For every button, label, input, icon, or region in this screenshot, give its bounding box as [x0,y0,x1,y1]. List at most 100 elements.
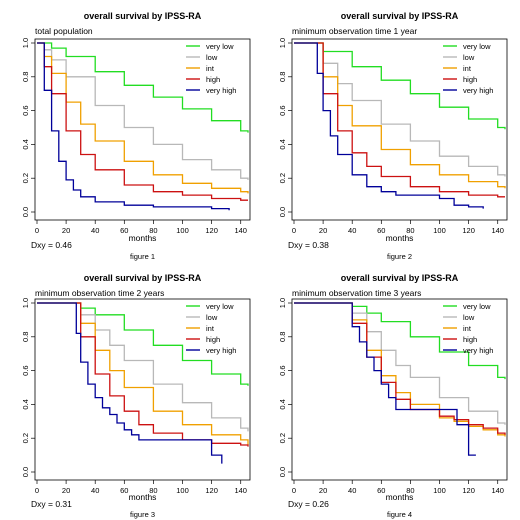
chart-subtitle-3: minimum observation time 2 years [35,288,164,298]
dxy-stat-4: Dxy = 0.26 [288,499,329,509]
figure-caption-1: figure 1 [130,252,155,261]
legend-label-high-1: high [206,75,220,84]
x-tick-label-2: 60 [377,226,385,235]
y-tick-label-4: 0.6 [278,365,287,375]
legend-label-very-high-1: very high [206,86,236,95]
x-tick-label-3: 120 [205,486,218,495]
x-tick-label-2: 40 [348,226,356,235]
x-tick-label-1: 60 [120,226,128,235]
x-tick-label-3: 60 [120,486,128,495]
legend-label-low-1: low [206,53,218,62]
series-line-very-high-1 [37,42,230,211]
x-axis-label-3: months [129,492,157,502]
legend-label-very-low-2: very low [463,42,491,51]
y-tick-label-4: 0.0 [278,467,287,477]
x-tick-label-2: 120 [462,226,475,235]
chart-title-3: overall survival by IPSS-RA [84,273,202,283]
legend-label-very-low-3: very low [206,302,234,311]
x-tick-label-2: 0 [292,226,296,235]
chart-subtitle-1: total population [35,26,93,36]
chart-title-4: overall survival by IPSS-RA [341,273,459,283]
legend-label-very-high-3: very high [206,346,236,355]
x-tick-label-1: 120 [205,226,218,235]
y-tick-label-1: 0.0 [21,207,30,217]
series-line-high-3 [37,302,249,447]
legend-label-int-1: int [206,64,215,73]
y-tick-label-1: 0.6 [21,105,30,115]
series-line-int-1 [37,42,249,194]
dxy-stat-2: Dxy = 0.38 [288,240,329,250]
y-tick-label-1: 0.4 [21,139,30,149]
x-tick-label-1: 100 [176,226,189,235]
y-tick-label-2: 1.0 [278,38,287,48]
series-line-int-4 [294,302,506,437]
series-line-very-high-3 [37,302,223,464]
y-tick-label-4: 0.8 [278,332,287,342]
chart-title-2: overall survival by IPSS-RA [341,11,459,21]
dxy-stat-1: Dxy = 0.46 [31,240,72,250]
series-line-very-low-1 [37,42,249,133]
legend-label-very-low-4: very low [463,302,491,311]
chart-title-1: overall survival by IPSS-RA [84,11,202,21]
series-line-high-4 [294,302,506,435]
x-tick-label-4: 140 [491,486,504,495]
y-tick-label-2: 0.6 [278,105,287,115]
y-tick-label-1: 1.0 [21,38,30,48]
x-tick-label-4: 100 [433,486,446,495]
y-tick-label-3: 0.2 [21,433,30,443]
y-tick-label-2: 0.4 [278,139,287,149]
x-tick-label-3: 140 [234,486,247,495]
x-tick-label-1: 0 [35,226,39,235]
legend-label-high-3: high [206,335,220,344]
y-tick-label-2: 0.2 [278,173,287,183]
x-axis-label-4: months [386,492,414,502]
y-tick-label-4: 0.2 [278,433,287,443]
x-tick-label-3: 80 [149,486,157,495]
y-tick-label-3: 0.8 [21,332,30,342]
figure-caption-2: figure 2 [387,252,412,261]
x-tick-label-2: 100 [433,226,446,235]
x-tick-label-3: 20 [62,486,70,495]
series-line-high-2 [294,42,505,198]
x-tick-label-1: 140 [234,226,247,235]
figure-caption-4: figure 4 [387,510,412,519]
series-line-very-high-2 [294,42,484,209]
y-tick-label-1: 0.8 [21,72,30,82]
legend-label-low-4: low [463,313,475,322]
x-axis-label-2: months [386,233,414,243]
y-tick-label-2: 0.0 [278,207,287,217]
x-tick-label-3: 100 [176,486,189,495]
series-line-high-1 [37,42,248,201]
y-tick-label-3: 0.0 [21,467,30,477]
legend-label-very-high-2: very high [463,86,493,95]
dxy-stat-3: Dxy = 0.31 [31,499,72,509]
x-tick-label-2: 140 [491,226,504,235]
x-tick-label-4: 80 [406,486,414,495]
y-tick-label-1: 0.2 [21,173,30,183]
x-tick-label-4: 0 [292,486,296,495]
legend-label-low-3: low [206,313,218,322]
x-tick-label-4: 20 [319,486,327,495]
series-line-low-1 [37,42,249,180]
plot-frame-2 [291,38,508,221]
legend-label-high-4: high [463,335,477,344]
x-tick-label-4: 120 [462,486,475,495]
legend-label-low-2: low [463,53,475,62]
plot-frame-4 [291,298,508,481]
x-tick-label-2: 20 [319,226,327,235]
y-tick-label-3: 0.4 [21,399,30,409]
y-tick-label-3: 1.0 [21,298,30,308]
x-tick-label-3: 0 [35,486,39,495]
x-tick-label-3: 40 [91,486,99,495]
series-line-low-2 [294,42,506,177]
y-tick-label-2: 0.8 [278,72,287,82]
figure-caption-3: figure 3 [130,510,155,519]
plot-frame-1 [34,38,251,221]
chart-subtitle-4: minimum observation time 3 years [292,288,421,298]
x-tick-label-4: 40 [348,486,356,495]
x-tick-label-4: 60 [377,486,385,495]
legend-label-int-2: int [463,64,472,73]
legend-label-int-3: int [206,324,215,333]
legend-label-very-high-4: very high [463,346,493,355]
